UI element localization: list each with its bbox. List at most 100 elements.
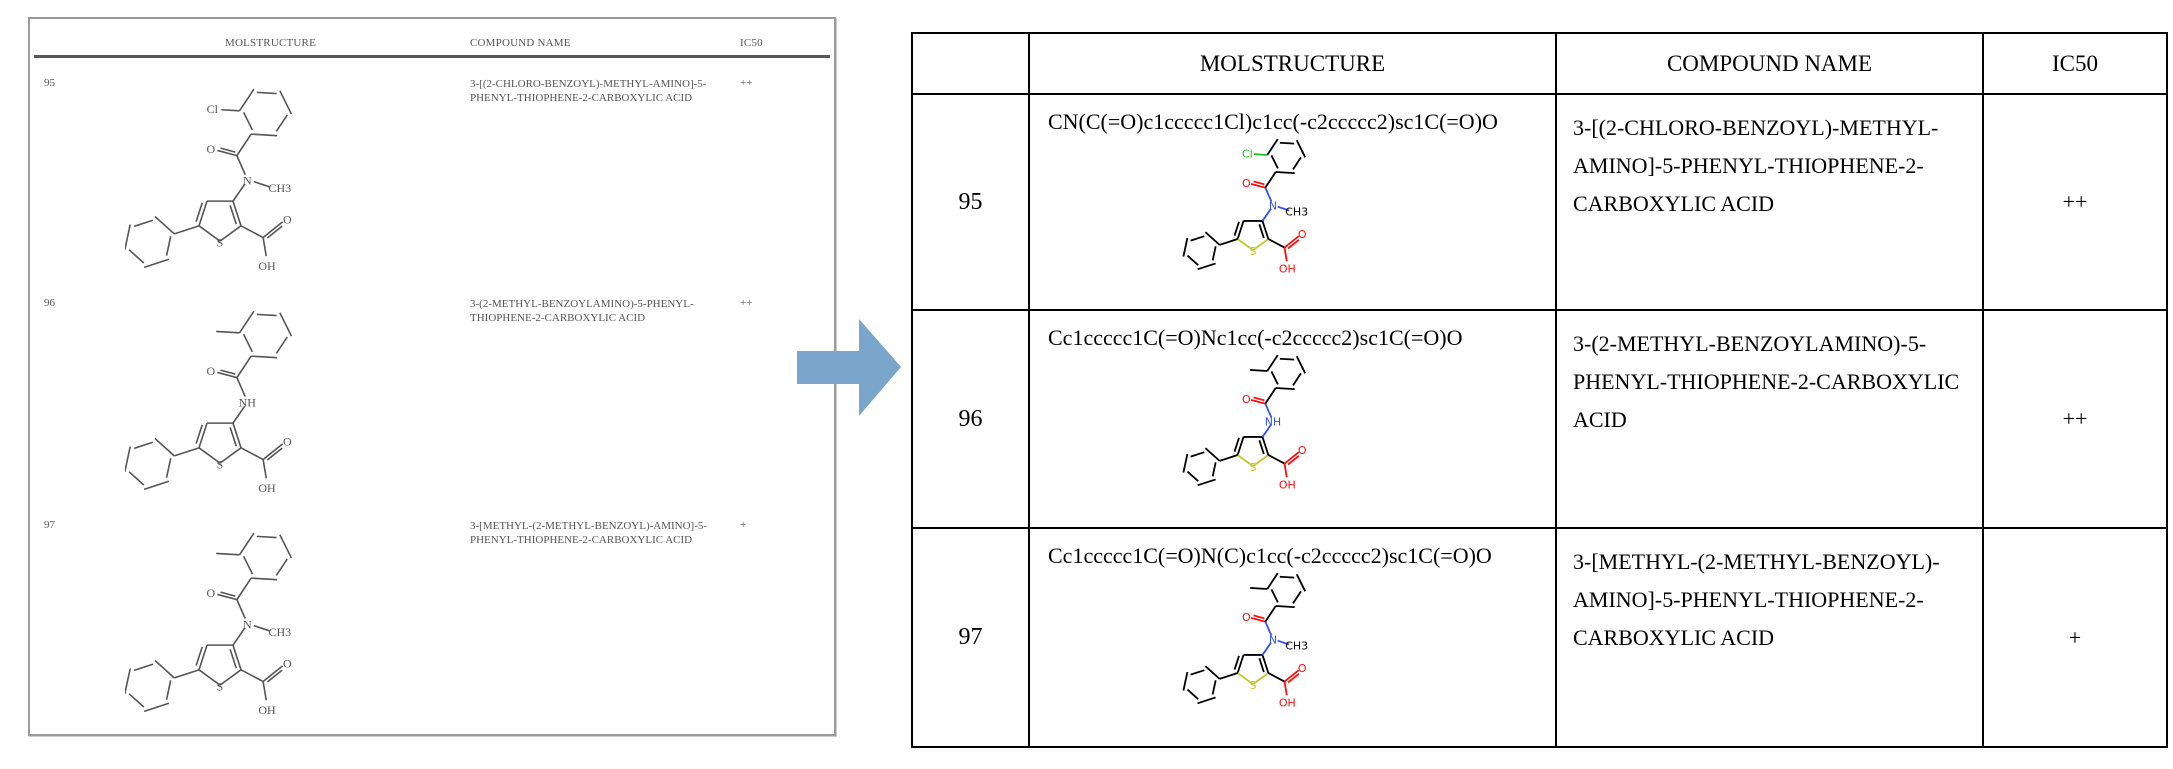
bond [174,225,200,235]
bond [266,669,283,683]
bond [128,693,145,708]
bond [219,447,242,464]
bond [229,427,238,447]
atom-label: OH [1278,696,1295,709]
atom-label: O [1297,228,1306,241]
bond [1261,424,1272,438]
bond [1287,239,1299,250]
bond [232,422,242,449]
bond [1218,238,1238,246]
atom-label: NH [1264,416,1281,429]
bond [1283,247,1288,262]
bond [1186,688,1199,700]
bond [279,312,293,337]
bond [1236,220,1244,240]
bond [1204,231,1220,246]
bond [1236,672,1254,685]
bond [1267,238,1285,249]
bond [1251,238,1269,251]
bond [1261,220,1269,240]
bond [256,535,277,539]
bond [174,669,200,679]
bond [1266,139,1279,156]
compound-name: 3-[METHYL-(2-METHYL-BENZOYL)-AMINO]-5-PH… [1573,549,1940,650]
bond [128,471,145,486]
source-header-molstructure: MOLSTRUCTURE [225,37,317,49]
header-id [911,32,1030,95]
bond [262,221,284,239]
bond [220,147,236,153]
source-row-id: 97 [44,519,55,531]
row-id: 96 [911,309,1030,529]
bond [1266,355,1279,372]
bond [216,552,240,556]
bond [238,88,255,112]
bond [1275,605,1295,609]
atom-label: Cl [207,102,219,116]
bond [232,183,246,202]
molstructure-cell: Cc1ccccc1C(=O)Nc1cc(-c2ccccc2)sc1C(=O)O … [1028,309,1557,529]
bond [1264,171,1277,189]
bond [238,532,255,556]
bond [1264,621,1272,636]
bond [229,205,238,225]
bond [256,91,277,95]
bond [232,644,242,671]
bond [217,371,238,379]
bond [240,225,264,239]
atom-label: O [1242,611,1251,624]
row-id: 97 [911,527,1030,748]
bond [133,219,154,228]
bond [251,577,278,581]
bond [1236,454,1254,467]
bond [262,237,268,257]
bond [195,424,204,444]
atom-label: CH3 [268,625,291,639]
bond [1251,672,1269,685]
bond [1186,470,1199,482]
bond [1204,447,1220,462]
bond [198,422,208,449]
bond [133,441,154,450]
atom-label: N [1268,200,1276,213]
atom-label: N [243,173,252,187]
bond [232,200,242,227]
bond [1233,655,1240,670]
bond [1287,455,1299,466]
atom-label: O [1242,177,1251,190]
bond [1218,672,1238,680]
table-row: 95 CN(C(=O)c1ccccc1Cl)c1cc(-c2ccccc2)sc1… [911,93,2168,311]
bond [1233,221,1240,236]
bond [1189,669,1205,676]
bond [1283,451,1299,465]
bond [236,577,252,601]
right-arrow-icon [797,319,901,416]
bond [236,377,246,397]
bond [198,225,221,242]
bond [1236,238,1254,251]
bond [1252,180,1265,186]
atom-label: CH3 [268,181,291,195]
atom-label: S [217,235,224,249]
bond [154,437,175,457]
bond [1258,224,1265,239]
bond [133,663,154,672]
bond [1275,171,1295,175]
bond [1270,371,1279,385]
atom-label: S [1249,245,1256,258]
bond [242,111,254,131]
bond [279,534,293,559]
atom-label: S [1249,461,1256,474]
bond [1266,573,1279,590]
bond [1291,372,1302,386]
bond [220,369,236,375]
source-patent-table-image: MOLSTRUCTURE COMPOUND NAME IC50 95 3-[(2… [28,17,836,736]
bond [198,669,221,686]
bond [165,458,172,478]
source-header-ic50: IC50 [740,37,763,49]
header-ic50: IC50 [1982,32,2168,95]
atom-label: S [217,679,224,693]
bond [1196,262,1216,271]
rendered-molecule: S O OH N CH3 O [1182,573,1308,709]
bond [220,591,236,597]
